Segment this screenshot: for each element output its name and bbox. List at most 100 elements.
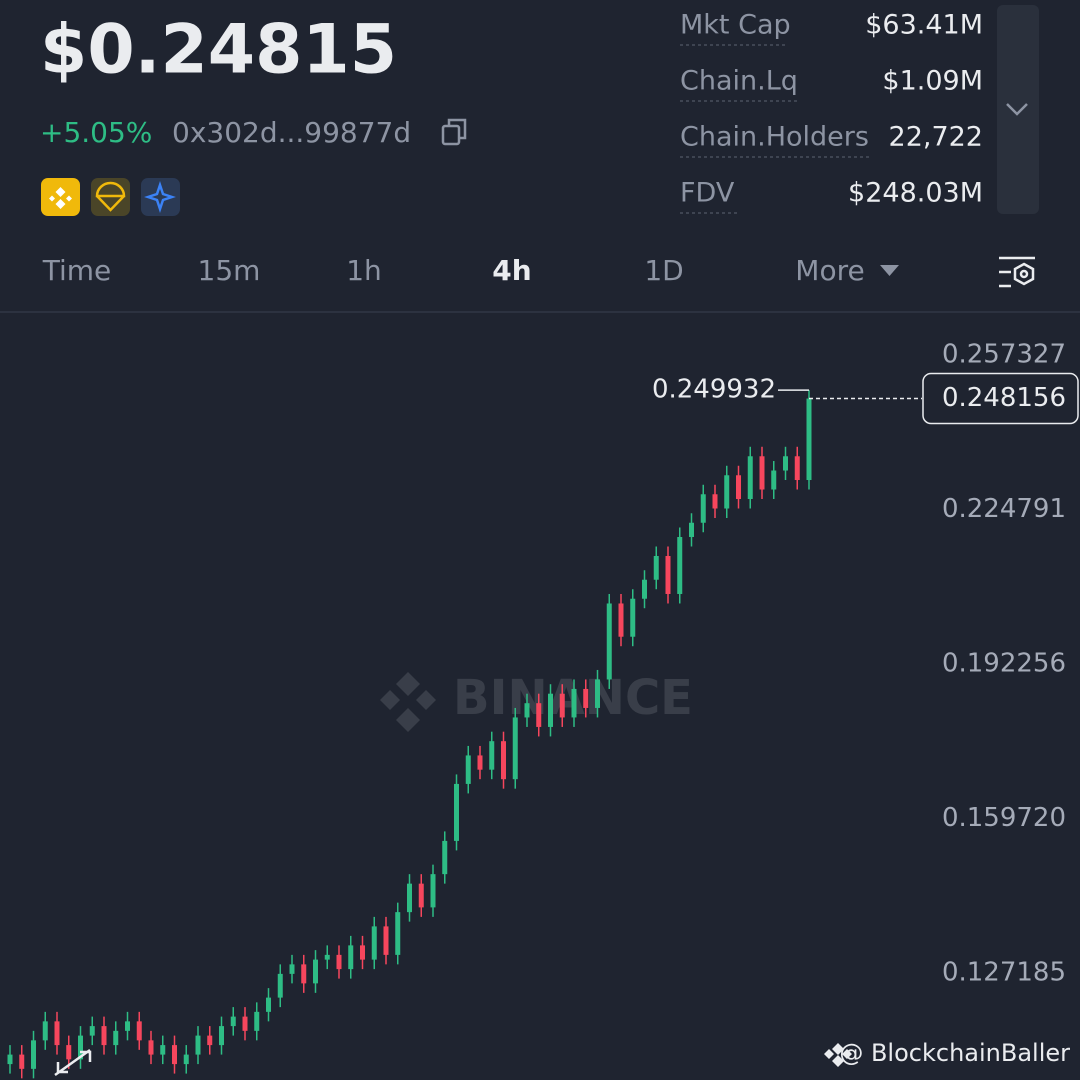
candle-body [324,954,330,960]
candle-body [747,456,753,500]
address[interactable]: 0x302d...99877d [172,116,411,149]
candle-body [66,1045,72,1060]
candle-body [7,1054,13,1065]
candle-body [336,954,342,970]
candle-body [254,1011,260,1031]
plot: 0.257327 0.224791 0.192256 0.159720 0.127185… [7,339,1079,1079]
candle-body [501,741,506,780]
alpha-glyph [144,181,176,213]
expand-button[interactable] [997,5,1039,214]
candle-body [454,783,459,841]
candle-body [465,755,471,784]
candle-body [512,717,518,780]
price-tag-label: 0.248156 [942,383,1066,413]
stat-value: $63.41M [865,10,983,41]
candle-body [700,494,706,523]
candle-body [136,1021,142,1041]
candle-body [442,840,448,875]
candle-body [148,1040,154,1055]
chevron [1006,103,1028,116]
y-tick-label: 0.224791 [942,494,1066,524]
candle-body [383,926,389,955]
price: $0.24815 [40,11,397,90]
candle-body [724,475,730,509]
candle-body [371,926,377,960]
y-tick-label: 0.257327 [942,339,1066,369]
copy-icon[interactable] [441,118,467,146]
stat-label: Mkt Cap [680,10,791,41]
candle-body [19,1054,25,1069]
change: +5.05% [40,116,152,149]
candle-body [183,1054,189,1065]
candle-body [736,475,741,500]
high-label: 0.249932 [652,375,776,405]
settings-icon[interactable] [999,256,1035,288]
tab[interactable]: 1h [346,254,382,287]
candle-body [89,1026,95,1036]
candle-body [230,1016,236,1027]
candle-body [559,693,565,718]
candle-body [571,688,577,718]
candle-body [606,603,612,680]
watermark-logo [380,672,436,732]
candle-body [771,470,777,490]
alpha-icon[interactable] [141,178,180,216]
stat-value: 22,722 [889,122,983,153]
candle-body [653,555,659,580]
candle-body [536,703,542,727]
candle-body [618,603,624,637]
candle-body [665,555,671,594]
candle-body [489,741,495,770]
candle-body [313,959,318,984]
candle-body [806,398,812,481]
y-tick-label: 0.159720 [942,803,1066,833]
candle-body [548,693,553,727]
tab[interactable]: 15m [198,254,261,287]
tabs: Time 15m 1h 4h 1D More [42,254,1035,288]
stats: Mkt Cap $63.41M Chain.Lq $1.09M Chain.Ho… [680,10,983,214]
candle-body [430,874,436,908]
candle-body [301,964,307,984]
candle-body [78,1035,83,1060]
candle-body [348,945,354,970]
candle-body [783,456,788,471]
bnb-glyph [49,187,72,209]
candle-body [642,579,647,599]
candle-body [160,1045,166,1055]
candle-body [395,912,401,955]
candle-body [630,598,636,637]
candle-body [759,456,765,490]
candle-body [407,883,412,913]
stat-value: $248.03M [848,178,983,209]
tab[interactable]: More [795,254,864,287]
candle-body [266,997,271,1012]
stat-label: Chain.Holders [680,122,869,153]
candle-body [712,494,718,509]
candle-body [172,1045,177,1065]
dropdown-arrow [880,265,899,276]
credit: @ BlockchainBaller [839,1039,1070,1067]
candle-body [595,679,600,708]
candle-body [207,1035,213,1046]
fullscreen-icon[interactable] [54,1048,92,1077]
tab[interactable]: Time [42,254,112,287]
tab[interactable]: 1D [644,254,683,287]
candle-body [125,1021,130,1031]
candle-body [794,456,800,481]
candle-body [477,755,483,770]
stat-label: Chain.Lq [680,66,798,97]
candle-body [677,536,683,594]
stat-value: $1.09M [882,66,983,97]
candle-body [583,688,589,708]
tab-active[interactable]: 4h [492,254,531,287]
candle-body [113,1030,119,1046]
price-tag [922,372,1079,425]
candle-body [360,945,365,960]
candle-body [277,973,283,998]
candle-body [289,964,295,974]
y-tick-label: 0.192256 [942,648,1066,678]
stat-label: FDV [680,178,735,209]
candle-body [418,883,424,908]
